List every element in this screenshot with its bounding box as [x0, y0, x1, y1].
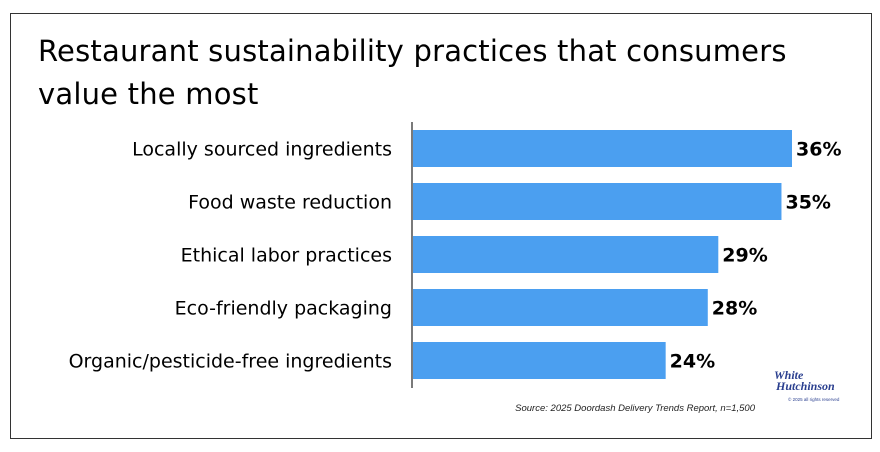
- value-label: 35%: [785, 192, 830, 214]
- category-label: Food waste reduction: [188, 192, 392, 214]
- value-label: 29%: [722, 245, 767, 267]
- bar-1: [413, 130, 792, 167]
- source-note: Source: 2025 Doordash Delivery Trends Re…: [515, 403, 755, 414]
- category-label: Eco-friendly packaging: [175, 298, 392, 320]
- value-label: 28%: [712, 298, 757, 320]
- value-label: 36%: [796, 139, 841, 161]
- category-label: Organic/pesticide-free ingredients: [69, 351, 392, 373]
- logo-line-2: Hutchinson: [776, 379, 835, 393]
- logo-copyright: © 2025 all rights reserved: [788, 397, 840, 402]
- category-label: Ethical labor practices: [181, 245, 392, 267]
- bar-2: [413, 183, 782, 220]
- bar-4: [413, 289, 708, 326]
- bar-5: [413, 342, 666, 379]
- bar-3: [413, 236, 719, 273]
- logo-line-1: White: [774, 368, 804, 382]
- chart-title: Restaurant sustainability practices that…: [38, 34, 787, 111]
- value-label: 24%: [670, 351, 715, 373]
- category-label: Locally sourced ingredients: [132, 139, 392, 161]
- company-logo: White Hutchinson © 2025 all rights reser…: [774, 368, 854, 418]
